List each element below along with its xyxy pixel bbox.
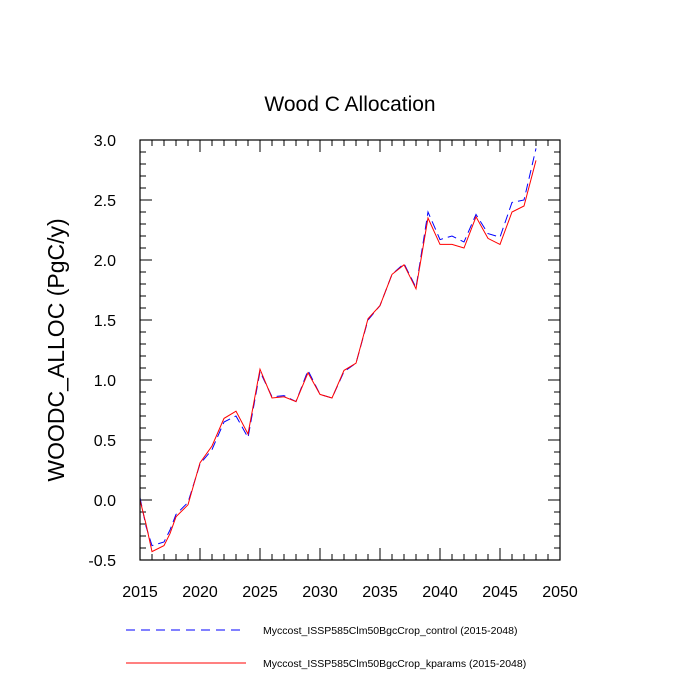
x-tick-label: 2050 — [542, 584, 578, 601]
legend-label-control: Myccost_ISSP585Clm50BgcCrop_control (201… — [263, 625, 517, 637]
x-tick-label: 2045 — [482, 584, 518, 601]
axis-ticks — [139, 139, 561, 561]
series-lines — [139, 148, 537, 553]
y-axis-label: WOODC_ALLOC (PgC/y) — [43, 218, 69, 481]
legend-label-kparams: Myccost_ISSP585Clm50BgcCrop_kparams (201… — [263, 658, 526, 670]
y-tick-label: 0.0 — [94, 493, 116, 510]
chart-title: Wood C Allocation — [264, 93, 435, 116]
y-tick-label: -0.5 — [88, 553, 116, 570]
x-tick-label: 2030 — [302, 584, 338, 601]
x-tick-label: 2015 — [122, 584, 158, 601]
plot-frame — [139, 139, 561, 561]
y-tick-label: 1.5 — [94, 313, 116, 330]
y-tick-label: 1.0 — [94, 373, 116, 390]
y-tick-label: 2.0 — [94, 253, 116, 270]
x-tick-label: 2040 — [422, 584, 458, 601]
x-tick-label: 2035 — [362, 584, 398, 601]
x-tick-label: 2020 — [182, 584, 218, 601]
y-tick-label: 2.5 — [94, 193, 116, 210]
series-line-control — [139, 148, 537, 547]
axis-tick-labels: 2015 2020 2025 2030 2035 2040 2045 2050 -0.5 0.0 0… — [88, 133, 577, 601]
y-tick-label: 3.0 — [94, 133, 116, 150]
series-line-kparams — [139, 160, 537, 553]
x-tick-label: 2025 — [242, 584, 278, 601]
y-tick-label: 0.5 — [94, 433, 116, 450]
legend: Myccost_ISSP585Clm50BgcCrop_control (201… — [126, 625, 526, 670]
